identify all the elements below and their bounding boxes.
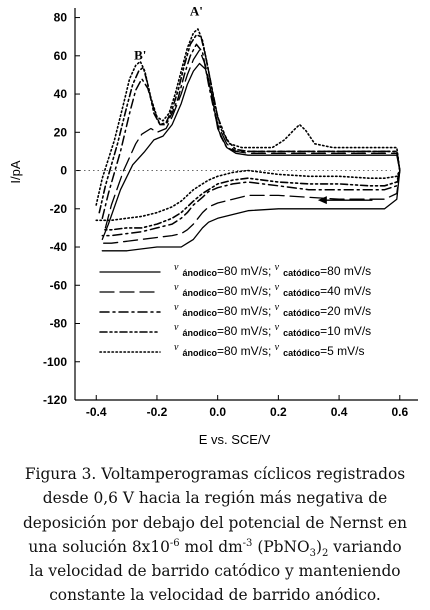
caption-line-4-c: (PbNO	[252, 537, 310, 556]
y-tick-label: -120	[43, 393, 67, 407]
caption-line-6: constante la velocidad de barrido anódic…	[49, 586, 381, 605]
peak-label-a-prime: A'	[190, 4, 203, 19]
caption-line-4-d: )	[316, 537, 323, 556]
x-tick-label: 0.2	[270, 405, 287, 419]
figure-caption: Figura 3. Voltamperogramas cíclicos regi…	[4, 462, 426, 608]
x-tick-label: 0.0	[209, 405, 226, 419]
series-group	[95, 28, 401, 252]
x-tick-label: -0.2	[147, 405, 168, 419]
caption-exponent-1: -6	[169, 537, 180, 549]
x-tick-label: 0.6	[391, 405, 408, 419]
x-tick-label: -0.4	[86, 405, 107, 419]
caption-line-3: deposición por debajo del potencial de N…	[22, 513, 408, 532]
legend-group: ν ánodico=80 mV/s; ν catódico=80 mV/s ν ánod…	[99, 262, 371, 358]
legend-label-4: ν ánodico=80 mV/s; ν catódico=10 mV/s	[174, 322, 371, 338]
voltammogram-chart: 80 60 40 20 0 -20 -40 -60 -80 -100 -120 -0.4 -0.2 0.0…	[8, 4, 418, 447]
series-line-1	[101, 62, 401, 252]
x-axis-label: E vs. SCE/V	[199, 432, 271, 447]
caption-line-4-a: una solución 8x10	[28, 537, 170, 556]
y-tick-label: 60	[54, 49, 68, 63]
series-line-5	[95, 28, 401, 222]
annotations-group: A' B'	[134, 4, 373, 205]
axes-group: 80 60 40 20 0 -20 -40 -60 -80 -100 -120 -0.4 -0.2 0.0…	[8, 8, 418, 447]
legend-label-1: ν ánodico=80 mV/s; ν catódico=80 mV/s	[174, 262, 371, 278]
y-tick-label: -100	[43, 355, 67, 369]
y-axis-label: I/pA	[8, 160, 23, 183]
caption-line-4: una solución 8x10-6 mol dm-3 (PbNO3)2 va…	[28, 537, 402, 559]
y-tick-label: -60	[50, 278, 68, 292]
voltammogram-figure: 80 60 40 20 0 -20 -40 -60 -80 -100 -120 -0.4 -0.2 0.0…	[8, 4, 418, 447]
legend-label-3: ν ánodico=80 mV/s; ν catódico=20 mV/s	[174, 302, 371, 318]
legend-label-2: ν ánodico=80 mV/s; ν catódico=40 mV/s	[174, 282, 371, 298]
caption-line-2: desde 0,6 V hacia la región más negativa…	[42, 489, 388, 508]
caption-line-5: la velocidad de barrido catódico y mante…	[29, 562, 401, 581]
caption-line-4-b: mol dm	[179, 537, 243, 556]
caption-subscript-1: 3	[309, 547, 316, 559]
y-tick-label: 40	[54, 87, 68, 101]
series-line-4	[98, 34, 401, 231]
y-tick-label: -40	[50, 240, 68, 254]
caption-exponent-2: -3	[242, 537, 253, 549]
caption-subscript-2: 2	[322, 547, 329, 559]
x-tick-label: 0.4	[331, 405, 348, 419]
caption-line-4-e: variando	[328, 537, 402, 556]
y-tick-label: -20	[50, 202, 68, 216]
y-tick-label: -80	[50, 317, 68, 331]
legend-label-5: ν ánodico=80 mV/s; ν catódico=5 mV/s	[174, 342, 365, 358]
peak-label-b-prime: B'	[134, 48, 146, 63]
sweep-direction-arrowhead	[317, 196, 327, 205]
series-line-2	[101, 49, 401, 244]
y-tick-label: 80	[54, 11, 68, 25]
y-tick-label: 0	[60, 164, 67, 178]
y-tick-label: 20	[54, 125, 68, 139]
series-line-3	[101, 43, 401, 237]
caption-line-1: Figura 3. Voltamperogramas cíclicos regi…	[24, 465, 406, 483]
